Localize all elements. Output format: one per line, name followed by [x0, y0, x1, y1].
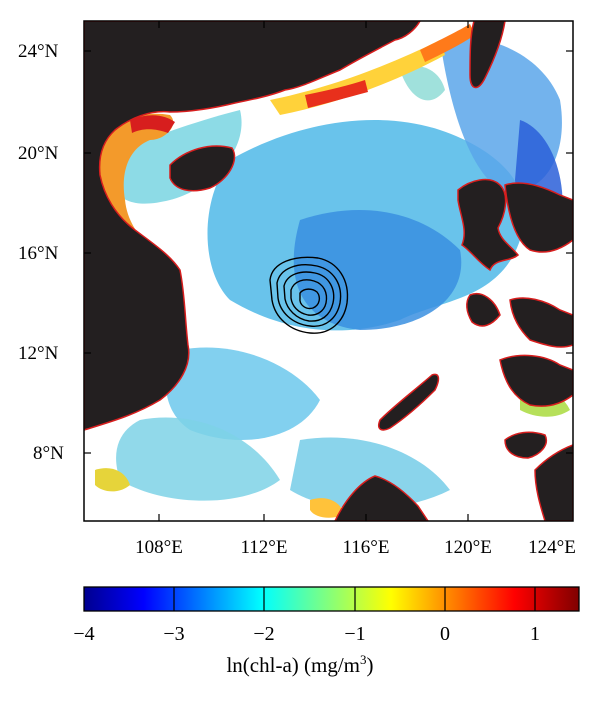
colorbar-label-neg3: −3 — [163, 623, 185, 645]
map-content — [84, 21, 573, 521]
land-masses — [84, 21, 573, 521]
land-luzon — [457, 178, 520, 272]
lat-label-16n: 16°N — [18, 243, 59, 264]
land-borneo-east — [534, 444, 573, 521]
map-tick-marks — [84, 21, 573, 521]
land-borneo — [334, 475, 429, 521]
map-frame — [83, 20, 574, 522]
colorbar-label-1: 1 — [530, 623, 540, 645]
colorbar-label-neg4: −4 — [73, 623, 95, 645]
land-luzon-east — [504, 182, 573, 253]
lat-label-12n: 12°N — [18, 343, 59, 364]
lat-label-8n: 8°N — [33, 443, 64, 464]
chlorophyll-field — [100, 37, 563, 509]
colorbar-title-main: ln(chl-a) (mg/m — [226, 653, 361, 677]
lon-label-124e: 124°E — [528, 537, 576, 558]
land-taiwan — [469, 21, 506, 89]
eddy-contours — [269, 256, 349, 334]
lat-label-20n: 20°N — [18, 143, 59, 164]
land-palawan — [378, 373, 440, 431]
colorbar-label-neg2: −2 — [253, 623, 275, 645]
lon-label-112e: 112°E — [240, 537, 288, 558]
colorbar-label-0: 0 — [440, 623, 450, 645]
lon-label-108e: 108°E — [135, 537, 183, 558]
colorbar-ticks — [173, 587, 536, 611]
land-hainan — [169, 145, 236, 192]
colorbar-title-sup: 3 — [360, 652, 367, 667]
land-mindoro — [466, 293, 501, 327]
land-china — [84, 21, 421, 431]
land-mindanao — [499, 354, 573, 407]
lat-label-24n: 24°N — [18, 41, 59, 62]
colorbar-label-neg1: −1 — [344, 623, 366, 645]
lon-label-120e: 120°E — [444, 537, 492, 558]
colorbar — [83, 586, 580, 612]
land-sulu — [504, 431, 547, 459]
colorbar-title: ln(chl-a) (mg/m3) — [0, 652, 600, 678]
colorbar-title-end: ) — [366, 653, 374, 677]
land-visayas — [509, 297, 573, 348]
lon-label-116e: 116°E — [342, 537, 390, 558]
